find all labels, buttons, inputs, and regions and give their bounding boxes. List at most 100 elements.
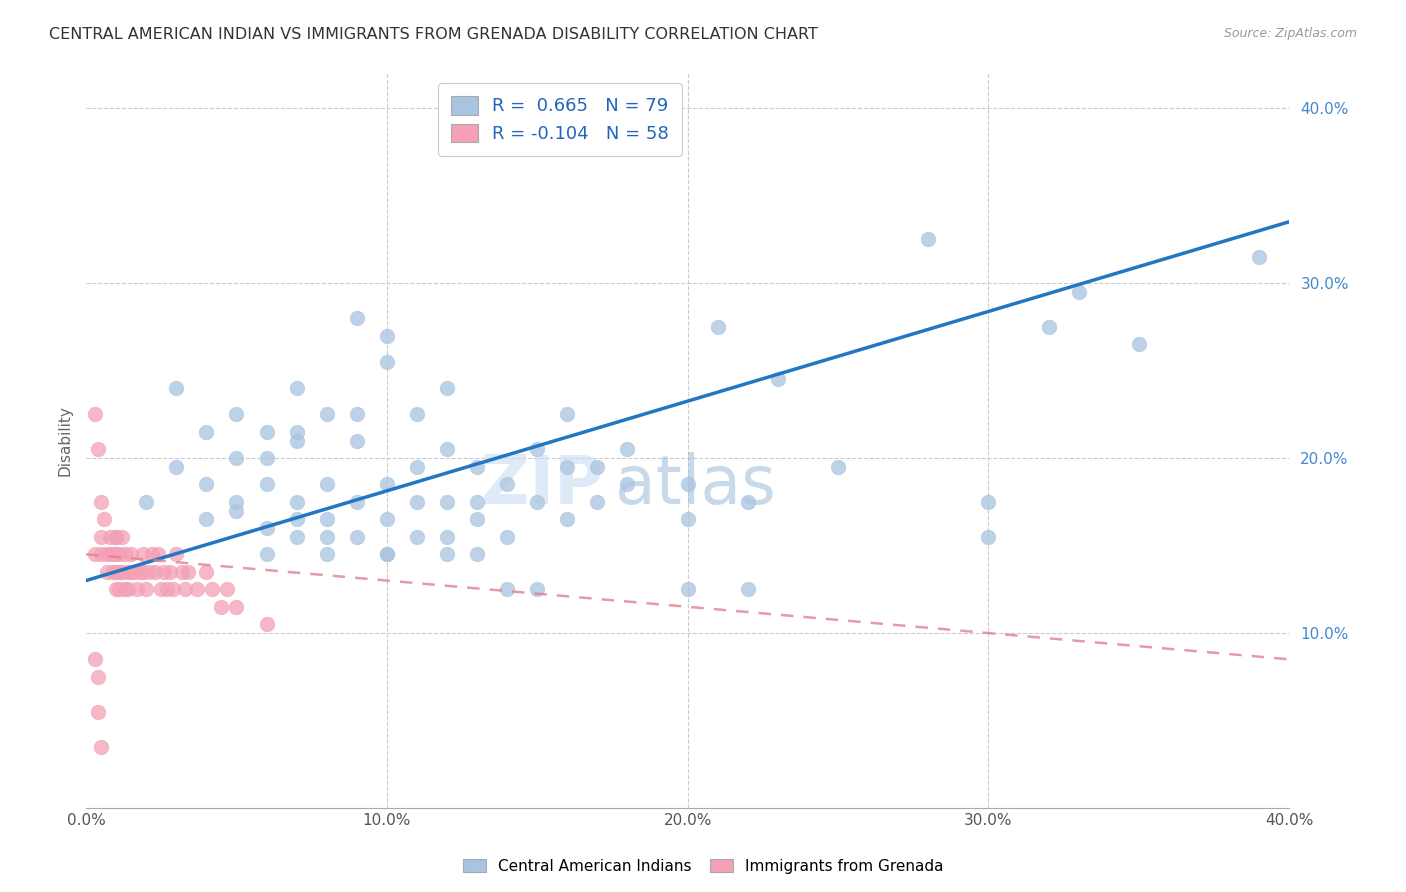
Point [143, 565, 166, 579]
Point [105, 582, 128, 597]
Point [101, 565, 124, 579]
Point [436, 495, 458, 509]
Point [159, 565, 181, 579]
Point [177, 565, 200, 579]
Point [285, 530, 308, 544]
Point [87, 705, 110, 719]
Point [195, 512, 218, 526]
Point [256, 617, 278, 632]
Point [827, 459, 849, 474]
Point [153, 565, 176, 579]
Point [108, 547, 131, 561]
Point [1128, 337, 1150, 351]
Point [165, 381, 187, 395]
Point [225, 503, 247, 517]
Point [90, 547, 112, 561]
Point [375, 512, 398, 526]
Point [90, 530, 112, 544]
Point [105, 565, 128, 579]
Text: atlas: atlas [616, 451, 776, 517]
Point [346, 407, 368, 421]
Point [586, 495, 609, 509]
Point [315, 407, 337, 421]
Point [496, 530, 519, 544]
Point [105, 547, 128, 561]
Point [766, 372, 789, 386]
Point [114, 582, 136, 597]
Point [375, 547, 398, 561]
Point [285, 381, 308, 395]
Point [526, 495, 548, 509]
Point [122, 565, 145, 579]
Point [737, 582, 759, 597]
Point [285, 434, 308, 448]
Point [1067, 285, 1090, 299]
Point [105, 530, 128, 544]
Point [1249, 250, 1271, 264]
Point [436, 381, 458, 395]
Point [436, 442, 458, 457]
Point [375, 547, 398, 561]
Point [150, 582, 173, 597]
Point [105, 530, 128, 544]
Point [346, 530, 368, 544]
Point [225, 407, 247, 421]
Point [676, 512, 699, 526]
Point [285, 512, 308, 526]
Point [496, 477, 519, 491]
Legend: Central American Indians, Immigrants from Grenada: Central American Indians, Immigrants fro… [457, 853, 949, 880]
Point [406, 459, 429, 474]
Point [917, 232, 939, 246]
Point [406, 407, 429, 421]
Point [129, 565, 152, 579]
Point [737, 495, 759, 509]
Point [375, 328, 398, 343]
Point [526, 442, 548, 457]
Point [209, 599, 232, 614]
Point [225, 599, 247, 614]
Point [165, 547, 187, 561]
Point [174, 582, 197, 597]
Point [98, 530, 121, 544]
Point [436, 547, 458, 561]
Point [465, 512, 488, 526]
Point [676, 582, 699, 597]
Point [285, 425, 308, 439]
Point [1038, 319, 1060, 334]
Point [315, 547, 337, 561]
Point [225, 495, 247, 509]
Point [84, 547, 107, 561]
Point [84, 407, 107, 421]
Point [436, 530, 458, 544]
Point [201, 582, 224, 597]
Point [557, 459, 579, 474]
Point [135, 582, 157, 597]
Point [496, 582, 519, 597]
Point [225, 450, 247, 465]
Point [465, 547, 488, 561]
Point [117, 565, 139, 579]
Point [186, 582, 208, 597]
Point [127, 582, 149, 597]
Point [96, 565, 118, 579]
Point [256, 547, 278, 561]
Point [465, 495, 488, 509]
Point [165, 459, 187, 474]
Point [256, 425, 278, 439]
Point [101, 547, 124, 561]
Point [256, 521, 278, 535]
Point [285, 495, 308, 509]
Point [977, 495, 1000, 509]
Point [135, 495, 157, 509]
Point [195, 477, 218, 491]
Point [162, 582, 184, 597]
Point [111, 565, 134, 579]
Point [148, 547, 170, 561]
Text: CENTRAL AMERICAN INDIAN VS IMMIGRANTS FROM GRENADA DISABILITY CORRELATION CHART: CENTRAL AMERICAN INDIAN VS IMMIGRANTS FR… [49, 27, 818, 42]
Point [90, 739, 112, 754]
Point [87, 670, 110, 684]
Point [375, 355, 398, 369]
Text: ZIP: ZIP [481, 451, 603, 517]
Point [138, 565, 160, 579]
Point [465, 459, 488, 474]
